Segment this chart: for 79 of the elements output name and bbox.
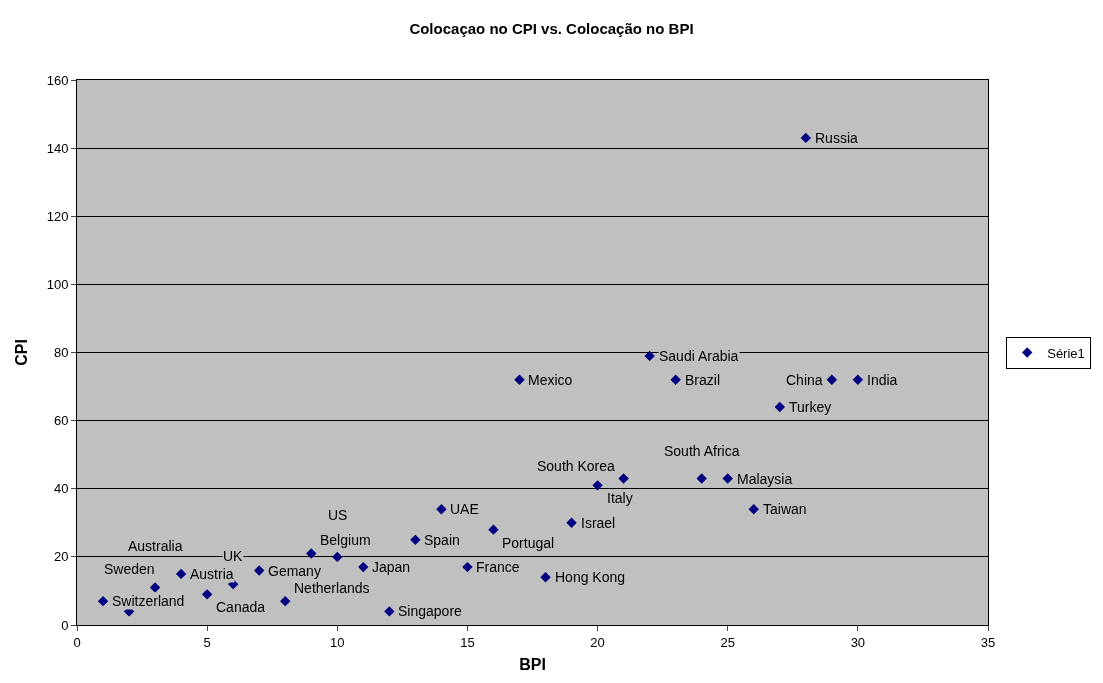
x-tick-label: 15 (460, 634, 475, 650)
annotation: UK (223, 548, 244, 564)
annotation: Austria (190, 566, 234, 582)
point (852, 374, 864, 385)
point (722, 473, 733, 484)
annotation: Malaysia (737, 471, 793, 487)
y-tick-label: 60 (53, 413, 69, 429)
point (826, 374, 838, 385)
point (254, 565, 265, 576)
x-tick-label: 25 (720, 634, 735, 650)
point (384, 606, 395, 617)
x-tick-label: 35 (980, 634, 996, 650)
point (800, 132, 811, 144)
point (410, 534, 421, 546)
y-tick-label: 140 (46, 140, 69, 156)
point (306, 548, 317, 559)
point (332, 551, 343, 563)
x-tick-label: 5 (203, 634, 211, 650)
point (618, 473, 629, 484)
annotation: Sweden (104, 561, 155, 577)
annotation: Mexico (528, 372, 573, 388)
point (488, 524, 499, 535)
y-tick-label: 80 (53, 345, 69, 361)
annotation: Brazil (685, 372, 721, 388)
x-tick-label: 30 (850, 634, 866, 650)
point (774, 401, 785, 413)
annotation: Italy (607, 490, 633, 506)
annotation: South Africa (664, 443, 740, 459)
point (592, 480, 603, 491)
point (175, 568, 187, 580)
annotation: Switzerland (112, 593, 185, 609)
annotation: South Korea (537, 458, 616, 474)
point (540, 572, 551, 583)
point (149, 582, 161, 593)
annotation: Taiwan (763, 501, 807, 517)
y-axis-title: CPI (12, 339, 30, 366)
annotation: Singapore (398, 603, 463, 619)
y-tick-label: 20 (53, 549, 69, 565)
point (280, 595, 291, 607)
x-tick-label: 10 (330, 634, 345, 650)
annotation: France (476, 559, 520, 575)
annotation: Russia (815, 130, 859, 146)
legend-label: Série1 (1047, 345, 1085, 361)
annotation: Gemany (268, 563, 321, 579)
annotation: Japan (372, 559, 411, 575)
point (462, 561, 473, 573)
point (748, 503, 759, 515)
point (644, 350, 655, 362)
y-tick-label: 120 (46, 208, 69, 224)
x-axis-title: BPI (519, 656, 546, 674)
y-tick-label: 160 (46, 72, 69, 88)
y-tick-label: 0 (61, 617, 69, 633)
annotation: India (867, 372, 898, 388)
annotation: Australia (128, 538, 183, 554)
point (97, 595, 109, 607)
annotation: UAE (450, 501, 479, 517)
annotation: Saudi Arabia (659, 348, 739, 364)
annotation: Israel (581, 515, 616, 531)
annotation: Portugal (502, 535, 555, 551)
chart-title: Colocaçao no CPI vs. Colocação no BPI (409, 20, 694, 38)
annotation: Netherlands (294, 580, 370, 596)
y-tick-label: 100 (46, 276, 69, 292)
x-tick-label: 0 (73, 634, 81, 650)
annotation: US (328, 507, 348, 523)
annotation: Turkey (789, 399, 832, 415)
y-tick-label: 40 (53, 481, 69, 497)
point (358, 561, 369, 573)
x-tick-label: 20 (590, 634, 605, 650)
point (514, 374, 525, 385)
annotation: Belgium (320, 532, 371, 548)
point (566, 517, 577, 529)
point (436, 503, 447, 515)
point (670, 374, 681, 385)
point (201, 589, 213, 600)
annotation: China (786, 372, 823, 388)
annotation: Canada (216, 599, 266, 615)
point (696, 473, 707, 484)
annotation: Hong Kong (555, 569, 626, 585)
annotation: Spain (424, 532, 460, 548)
